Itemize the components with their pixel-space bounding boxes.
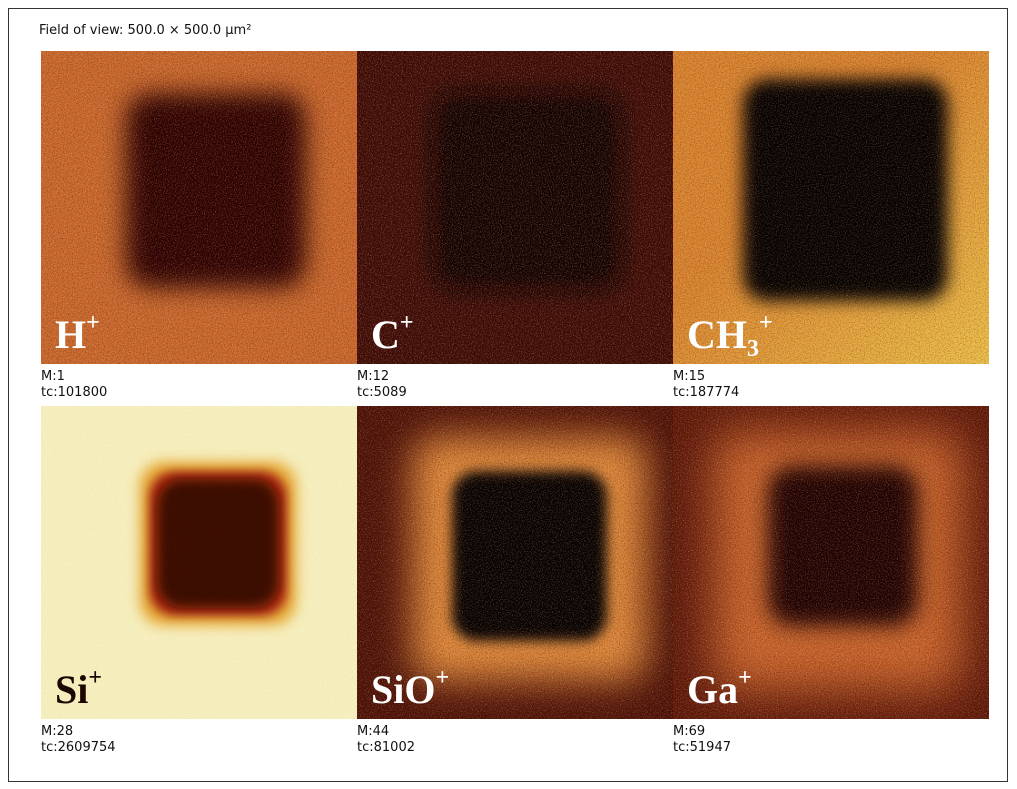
total-counts-label: tc:81002 [357, 740, 415, 756]
mass-label: M:15 [673, 369, 705, 385]
ion-charge: + [400, 310, 414, 336]
ion-charge: + [738, 665, 752, 691]
ion-subscript: 3 [747, 336, 759, 362]
ion-charge: + [759, 310, 773, 336]
ion-image: Si+ [41, 406, 357, 719]
ion-charge: + [86, 310, 100, 336]
ion-label: H+ [55, 311, 100, 358]
ion-label: Si+ [55, 666, 102, 713]
ion-name: Ga [687, 667, 738, 712]
ion-name: CH [687, 312, 747, 357]
total-counts-label: tc:51947 [673, 740, 731, 756]
ion-image: C+ [357, 51, 673, 364]
total-counts-label: tc:5089 [357, 385, 407, 401]
mass-label: M:69 [673, 724, 705, 740]
total-counts-label: tc:2609754 [41, 740, 116, 756]
ion-charge: + [435, 665, 449, 691]
ion-label: Ga+ [687, 666, 752, 713]
mass-label: M:44 [357, 724, 389, 740]
ion-charge: + [88, 665, 102, 691]
total-counts-label: tc:187774 [673, 385, 739, 401]
ion-image: Ga+ [673, 406, 989, 719]
ion-image: CH3+ [673, 51, 989, 364]
ion-label: SiO+ [371, 666, 449, 713]
ion-label: CH3+ [687, 311, 773, 358]
field-of-view: Field of view: 500.0 × 500.0 µm² [39, 23, 251, 38]
ion-image: SiO+ [357, 406, 673, 719]
mass-label: M:1 [41, 369, 65, 385]
ion-name: C [371, 312, 400, 357]
mass-label: M:28 [41, 724, 73, 740]
total-counts-label: tc:101800 [41, 385, 107, 401]
ion-name: H [55, 312, 86, 357]
ion-label: C+ [371, 311, 414, 358]
mass-label: M:12 [357, 369, 389, 385]
ion-image: H+ [41, 51, 357, 364]
ion-name: SiO [371, 667, 435, 712]
ion-name: Si [55, 667, 88, 712]
